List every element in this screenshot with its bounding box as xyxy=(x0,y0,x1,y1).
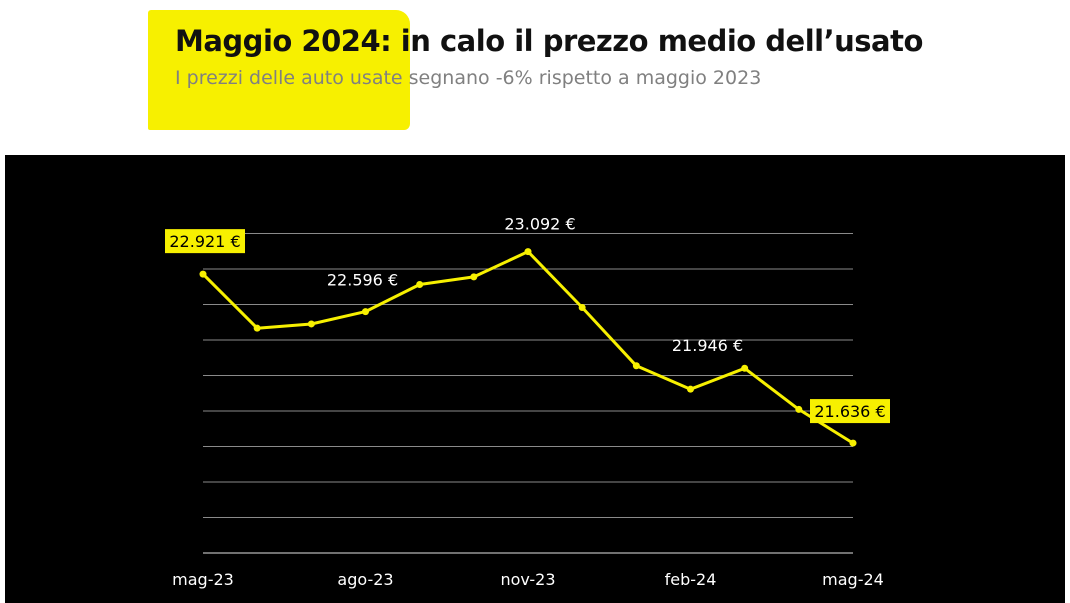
data-label-text: 22.921 € xyxy=(169,232,240,251)
data-points xyxy=(199,248,857,447)
data-label-text: 21.636 € xyxy=(814,402,885,421)
data-point xyxy=(362,308,369,316)
data-label: 21.946 € xyxy=(672,336,743,355)
data-label-text: 21.946 € xyxy=(672,336,743,355)
data-label-highlight xyxy=(810,399,890,424)
data-labels: 22.921 € 22.596 € 23.092 € 21.946 € 21.636 € xyxy=(165,215,890,424)
x-tick-label: mag-23 xyxy=(172,570,234,589)
data-point xyxy=(253,324,261,332)
data-point xyxy=(307,320,315,328)
data-label-highlight xyxy=(165,229,245,254)
data-point xyxy=(632,362,640,370)
data-point xyxy=(524,248,532,256)
data-label: 22.596 € xyxy=(327,271,398,290)
data-point xyxy=(795,405,803,413)
data-label: 23.092 € xyxy=(504,215,575,234)
line-chart: 22.921 € 22.596 € 23.092 € 21.946 € 21.636 €… xyxy=(165,215,890,589)
x-tick-labels: mag-23 ago-23 nov-23 feb-24 mag-24 xyxy=(172,570,884,589)
x-tick-label: feb-24 xyxy=(665,570,717,589)
page-subtitle: I prezzi delle auto usate segnano -6% ri… xyxy=(175,67,762,89)
data-point xyxy=(687,385,694,393)
data-point xyxy=(199,270,207,278)
price-line xyxy=(201,250,854,445)
x-tick-label: mag-24 xyxy=(822,570,884,589)
grid-lines xyxy=(203,233,853,518)
page-title: Maggio 2024: in calo il prezzo medio del… xyxy=(175,24,923,58)
data-label-text: 23.092 € xyxy=(504,215,575,234)
data-label: 21.636 € xyxy=(810,399,890,424)
data-point xyxy=(470,273,478,281)
x-tick-label: ago-23 xyxy=(337,570,393,589)
chart-panel: 22.921 € 22.596 € 23.092 € 21.946 € 21.636 €… xyxy=(5,155,1065,603)
data-point xyxy=(578,304,586,312)
data-point xyxy=(416,281,424,289)
data-point xyxy=(849,439,857,447)
data-point xyxy=(741,364,749,372)
series-line xyxy=(201,250,854,445)
data-label-text: 22.596 € xyxy=(327,271,398,290)
x-tick-label: nov-23 xyxy=(500,570,555,589)
data-label: 22.921 € xyxy=(165,229,245,254)
title-highlight-marker xyxy=(148,10,410,130)
